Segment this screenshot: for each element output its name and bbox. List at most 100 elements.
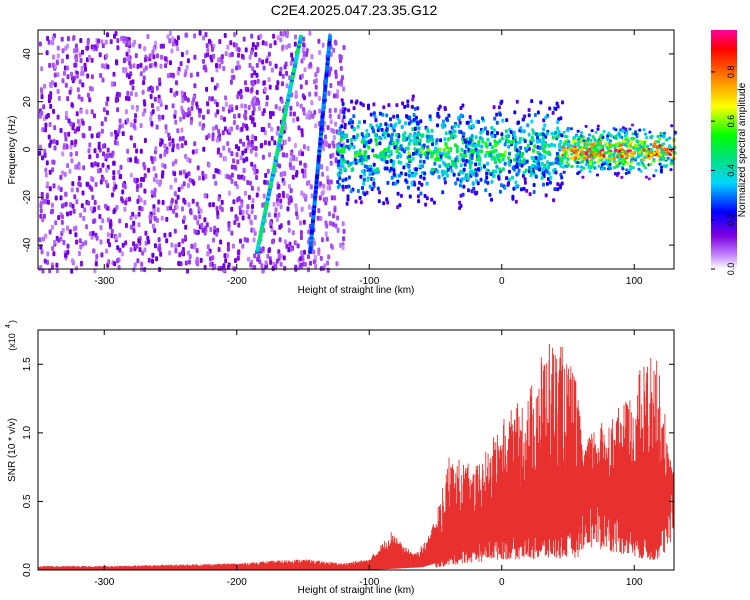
spectrogram-cell <box>544 115 548 120</box>
spectrogram-cell <box>262 65 266 71</box>
spectrogram-cell <box>417 199 421 204</box>
spectrogram-cell <box>51 35 55 41</box>
spectrogram-cell <box>64 136 68 142</box>
spectrogram-cell <box>314 91 318 97</box>
spectrogram-cell <box>443 137 447 142</box>
spectrogram-cell <box>224 258 228 264</box>
spectrogram-cell <box>204 67 208 73</box>
spectrogram-cell <box>96 162 100 168</box>
spectrogram-cell <box>337 114 341 120</box>
spectrogram-cell <box>609 167 612 171</box>
spectrogram-cell <box>55 140 59 146</box>
spectrogram-cell <box>281 152 285 158</box>
spectrogram-cell <box>467 188 470 193</box>
spectrogram-cell <box>495 131 499 136</box>
spectrogram-cell <box>447 113 451 118</box>
spectrogram-cell <box>631 132 635 136</box>
spectrogram-cell <box>281 190 285 196</box>
spectrogram-cell <box>334 223 338 229</box>
spectrogram-cell <box>608 142 612 146</box>
spectrogram-cell <box>396 191 400 196</box>
spectrogram-cell <box>66 163 70 169</box>
snr-scale-label: (x10 4 ) <box>5 320 17 351</box>
spectrogram-cell <box>116 45 120 51</box>
spectrogram-cell <box>50 224 54 230</box>
spectrogram-cell <box>268 84 272 90</box>
spectrogram-cell <box>161 43 165 49</box>
spectrogram-cell <box>557 143 561 148</box>
spectrogram-cell <box>617 147 621 151</box>
spectrogram-cell <box>43 148 47 154</box>
spectrogram-cell <box>662 157 666 161</box>
spectrogram-cell <box>48 122 52 127</box>
spectrogram-cell <box>522 170 526 175</box>
spectrogram-cell <box>61 48 65 54</box>
spectrogram-cell <box>249 219 253 225</box>
spectrogram-cell <box>48 142 52 148</box>
spectrogram-cell <box>543 155 547 160</box>
spectrogram-cell <box>104 39 108 45</box>
spectrogram-cell <box>295 206 298 212</box>
spectrogram-cell <box>585 146 589 150</box>
spectrogram-cell <box>237 249 241 255</box>
spectrogram-cell <box>583 156 587 160</box>
spectrogram-cell <box>137 222 141 228</box>
spectrogram-cell <box>347 184 351 189</box>
spectrogram-cell <box>51 40 54 46</box>
spectrogram-cell <box>662 164 666 168</box>
spectrogram-cell <box>97 131 101 137</box>
spectrogram-cell <box>443 106 447 110</box>
spectrogram-cell <box>404 178 408 183</box>
spectrogram-cell <box>359 101 363 106</box>
spectrogram-ytick-label: -20 <box>22 190 33 205</box>
spectrogram-xtick-label: -200 <box>227 276 247 287</box>
spectrogram-cell <box>549 175 553 180</box>
spectrogram-cell <box>380 157 384 162</box>
spectrogram-cell <box>277 184 281 189</box>
spectrogram-cell <box>186 58 190 64</box>
spectrogram-cell <box>189 208 193 214</box>
spectrogram-cell <box>274 63 278 69</box>
spectrogram-cell <box>490 179 494 184</box>
spectrogram-cell <box>61 58 64 64</box>
spectrogram-cell <box>327 90 331 96</box>
spectrogram-cell <box>45 194 49 200</box>
spectrogram-cell <box>314 263 318 269</box>
spectrogram-cell <box>306 180 309 186</box>
spectrogram-cell <box>548 106 552 111</box>
spectrogram-cell <box>552 198 556 203</box>
spectrogram-cell <box>191 179 195 184</box>
spectrogram-cell <box>240 126 244 132</box>
spectrogram-cell <box>486 137 490 142</box>
spectrogram-cell <box>143 200 147 206</box>
spectrogram-cell <box>490 125 494 130</box>
spectrogram-cell <box>198 214 202 220</box>
spectrogram-cell <box>588 133 591 137</box>
spectrogram-cell <box>241 243 245 249</box>
spectrogram-cell <box>507 181 511 186</box>
spectrogram-cell <box>354 100 358 105</box>
spectrogram-cell <box>546 165 550 170</box>
spectrogram-cell <box>289 111 293 117</box>
spectrogram-cell <box>408 132 412 137</box>
spectrogram-cell <box>455 149 459 154</box>
spectrogram-cell <box>458 129 462 134</box>
spectrogram-cell <box>359 174 363 179</box>
spectrogram-cell <box>584 124 588 128</box>
spectrogram-cell <box>50 202 54 208</box>
spectrogram-cell <box>239 210 242 216</box>
spectrogram-cell <box>101 77 105 83</box>
spectrogram-cell <box>185 64 189 70</box>
spectrogram-cell <box>132 63 136 69</box>
spectrogram-cell <box>547 177 550 181</box>
spectrogram-cell <box>95 253 99 259</box>
spectrogram-cell <box>321 42 325 48</box>
spectrogram-cell <box>152 54 156 60</box>
spectrogram-cell <box>416 133 420 137</box>
spectrogram-cell <box>490 156 494 161</box>
spectrogram-cell <box>241 150 245 156</box>
spectrogram-cell <box>337 144 340 149</box>
spectrogram-cell <box>228 52 232 58</box>
spectrogram-cell <box>422 143 426 148</box>
spectrogram-cell <box>612 166 616 170</box>
